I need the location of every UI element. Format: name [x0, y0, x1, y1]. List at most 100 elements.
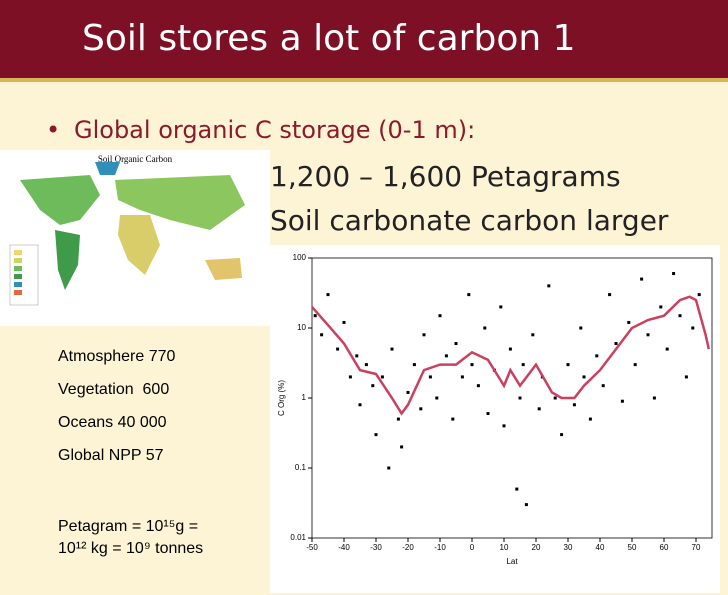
chart: 0.01 0.1 1 10 100 -50 -40 -30 -20 -10 0 10 20 30 40 50 6…	[270, 245, 720, 593]
data-point	[553, 396, 557, 400]
data-point	[627, 320, 631, 324]
data-point	[614, 342, 618, 346]
x-tick-label: -20	[402, 543, 414, 552]
data-point	[601, 384, 605, 388]
data-point	[444, 354, 448, 358]
x-tick-label: 40	[596, 543, 605, 552]
data-point	[508, 347, 512, 351]
stat: Vegetation 600	[58, 381, 170, 398]
data-point	[588, 417, 592, 421]
data-point	[364, 363, 368, 367]
y-tick-label: 1	[302, 393, 307, 402]
data-point	[531, 333, 535, 337]
data-point	[608, 293, 612, 297]
data-point	[380, 375, 384, 379]
data-point	[476, 384, 480, 388]
x-tick-label: -30	[370, 543, 382, 552]
x-tick-label: 0	[470, 543, 475, 552]
data-point	[572, 403, 576, 407]
data-point	[387, 466, 391, 470]
data-point	[697, 293, 701, 297]
x-tick-label: 70	[692, 543, 701, 552]
data-point	[348, 375, 352, 379]
stat: Oceans 40 000	[58, 414, 167, 431]
data-point	[620, 399, 624, 403]
data-point	[684, 375, 688, 379]
data-point	[422, 333, 426, 337]
data-point	[355, 354, 359, 358]
data-point	[547, 284, 551, 288]
y-tick-label: 0.01	[290, 533, 306, 542]
x-tick-label: 50	[628, 543, 637, 552]
data-point	[371, 384, 375, 388]
data-point	[326, 293, 330, 297]
trend-line	[311, 295, 711, 416]
data-point	[515, 487, 519, 491]
data-point	[400, 445, 404, 449]
data-point	[672, 272, 676, 276]
data-point	[390, 347, 394, 351]
x-tick-label: -40	[338, 543, 350, 552]
data-point	[320, 333, 324, 337]
bullet-marker: •	[46, 116, 61, 144]
map-title: Soil Organic Carbon	[98, 154, 173, 164]
data-point	[646, 333, 650, 337]
data-point	[537, 407, 541, 411]
data-point	[652, 396, 656, 400]
data-point	[435, 396, 439, 400]
soil-map: Soil Organic Carbon	[0, 150, 270, 326]
data-point	[659, 305, 663, 309]
data-point	[438, 314, 442, 318]
data-point	[691, 326, 695, 330]
x-tick-label: -50	[306, 543, 318, 552]
y-tick-label: 0.1	[295, 463, 307, 472]
data-point	[582, 375, 586, 379]
data-point	[412, 363, 416, 367]
bullet-line: Soil carbonate carbon larger	[270, 204, 669, 237]
stat: Atmosphere 770	[58, 348, 176, 365]
header-rule	[0, 78, 728, 82]
data-point	[521, 363, 525, 367]
x-axis-label: Lat	[506, 557, 518, 566]
data-point	[374, 433, 378, 437]
data-point	[451, 417, 455, 421]
bullet-text: Global organic C storage (0-1 m):	[74, 116, 476, 144]
data-point	[428, 375, 432, 379]
data-point	[633, 363, 637, 367]
bullet-line: 1,200 – 1,600 Petagrams	[270, 160, 621, 193]
data-point	[678, 314, 682, 318]
x-tick-label: 60	[660, 543, 669, 552]
note: Petagram = 10¹⁵g =	[58, 518, 199, 535]
data-point	[502, 424, 506, 428]
data-point	[460, 375, 464, 379]
data-point	[499, 305, 503, 309]
data-point	[579, 326, 583, 330]
note: 10¹² kg = 10⁹ tonnes	[58, 540, 204, 557]
y-tick-label: 10	[297, 323, 306, 332]
data-point	[358, 403, 362, 407]
data-point	[595, 354, 599, 358]
data-point	[336, 347, 340, 351]
data-point	[467, 293, 471, 297]
data-point	[483, 326, 487, 330]
data-point	[524, 503, 528, 507]
data-point	[342, 320, 346, 324]
data-point	[518, 396, 522, 400]
data-point	[665, 347, 669, 351]
data-point	[313, 314, 317, 318]
x-tick-label: 30	[564, 543, 573, 552]
data-point	[486, 412, 490, 416]
data-point	[566, 363, 570, 367]
x-tick-label: 20	[532, 543, 541, 552]
data-point	[396, 417, 400, 421]
y-axis-label: C Org (%)	[277, 380, 286, 416]
data-point	[560, 433, 564, 437]
header-band	[0, 0, 728, 78]
slide-title: Soil stores a lot of carbon 1	[82, 18, 576, 59]
y-tick-label: 100	[293, 253, 307, 262]
x-tick-label: -10	[434, 543, 446, 552]
data-point	[419, 407, 423, 411]
data-point	[640, 277, 644, 281]
data-point	[454, 342, 458, 346]
